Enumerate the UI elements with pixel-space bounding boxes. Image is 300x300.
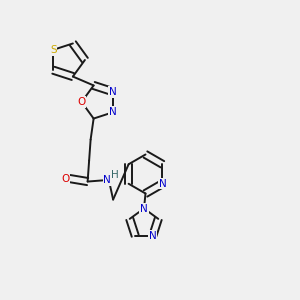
Text: N: N: [140, 203, 148, 214]
Text: O: O: [77, 97, 86, 107]
Text: H: H: [111, 169, 119, 180]
Text: S: S: [50, 45, 57, 55]
Text: N: N: [109, 107, 117, 117]
Text: N: N: [109, 87, 117, 97]
Text: N: N: [149, 231, 157, 241]
Text: O: O: [61, 173, 70, 184]
Text: N: N: [158, 179, 166, 189]
Text: N: N: [103, 175, 111, 185]
